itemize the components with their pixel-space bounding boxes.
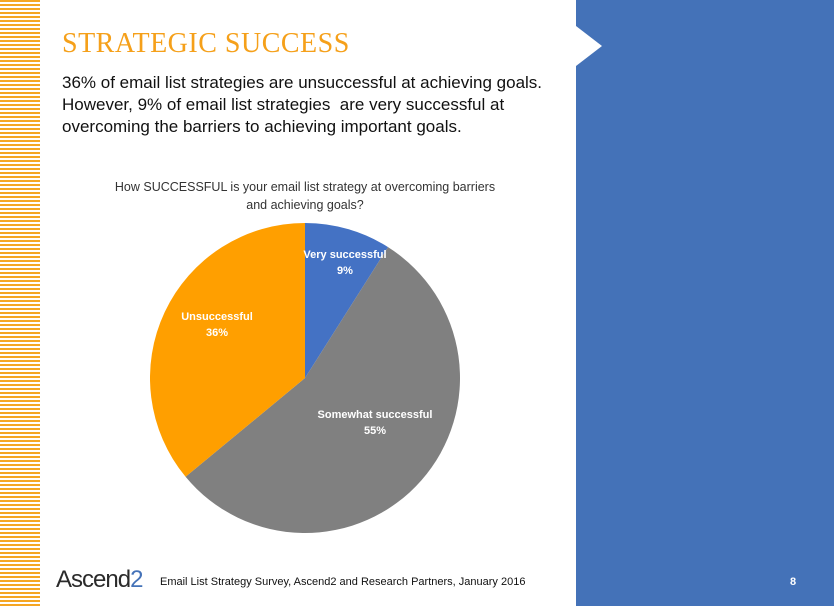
chart-title-line: and achieving goals? bbox=[246, 198, 364, 212]
panel-notch-arrow bbox=[576, 26, 602, 66]
slice-label: Somewhat successful bbox=[318, 409, 433, 421]
slice-value-label: 9% bbox=[337, 265, 353, 277]
pie-slice-very-successful bbox=[305, 223, 389, 378]
source-note: Email List Strategy Survey, Ascend2 and … bbox=[160, 576, 526, 588]
slice-value-label: 55% bbox=[364, 425, 386, 437]
chart-title: How SUCCESSFUL is your email list strate… bbox=[95, 178, 515, 214]
slice-label: Very successful bbox=[303, 249, 386, 261]
slice-value-label: 36% bbox=[206, 327, 228, 339]
chart-title-line: How SUCCESSFUL is your email list strate… bbox=[114, 180, 496, 194]
page-number: 8 bbox=[790, 576, 797, 588]
ascend2-logo: Ascend2 bbox=[56, 566, 143, 594]
pie-slice-unsuccessful bbox=[149, 223, 305, 477]
slice-label: Unsuccessful bbox=[181, 311, 253, 323]
right-blue-panel bbox=[576, 0, 834, 606]
subtitle-line: However, 9% of email list strategies are… bbox=[62, 95, 505, 114]
logo-accent: 2 bbox=[130, 566, 143, 593]
logo-text: Ascend bbox=[56, 566, 131, 593]
pie-slice-somewhat-successful bbox=[185, 247, 461, 533]
slide-subtitle: 36% of email list strategies are unsucce… bbox=[62, 72, 562, 138]
left-stripe-border bbox=[0, 0, 40, 606]
slide-title: STRATEGIC SUCCESS bbox=[62, 28, 350, 59]
subtitle-line: 36% of email list strategies are unsucce… bbox=[62, 73, 543, 92]
subtitle-line: overcoming the barriers to achieving imp… bbox=[62, 117, 462, 136]
